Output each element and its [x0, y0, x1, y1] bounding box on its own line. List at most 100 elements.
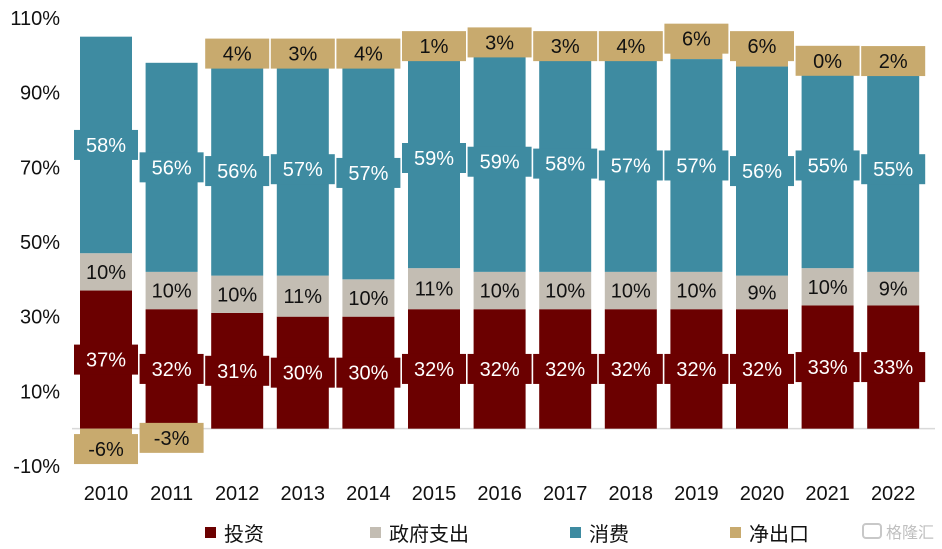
bar-segment-government	[80, 253, 132, 291]
data-label-box-consumption	[795, 150, 860, 181]
data-label-net-exports: 0%	[813, 51, 842, 73]
x-tick-label: 2013	[281, 483, 326, 505]
data-label-government: 10%	[808, 277, 848, 299]
bar-segment-government	[211, 275, 264, 313]
bar-segment-government	[145, 271, 198, 310]
data-label-net-exports: 3%	[485, 32, 514, 54]
data-label-government: 11%	[415, 279, 454, 301]
x-tick-label: 2014	[346, 483, 391, 505]
x-tick-label: 2022	[871, 483, 916, 505]
data-label-box-net-exports	[730, 31, 794, 62]
y-tick-label: 110%	[10, 8, 60, 30]
data-label-box-investment	[533, 353, 598, 384]
data-label-consumption: 55%	[873, 159, 913, 181]
data-label-consumption: 59%	[480, 152, 520, 174]
legend-label-government: 政府支出	[389, 524, 469, 546]
data-label-consumption: 59%	[414, 148, 454, 170]
data-label-box-net-exports	[861, 46, 926, 77]
x-tick-label: 2018	[609, 483, 654, 505]
bar-segment-government	[408, 268, 460, 310]
y-tick-label: 70%	[20, 157, 60, 179]
data-label-box-net-exports	[664, 23, 729, 54]
data-label-consumption: 56%	[217, 161, 257, 183]
data-label-box-net-exports	[402, 31, 466, 62]
data-label-investment: 32%	[152, 359, 192, 381]
data-label-net-exports: 6%	[748, 36, 777, 58]
bar-segment-government	[670, 271, 723, 310]
data-label-box-net-exports	[533, 31, 598, 62]
data-label-government: 10%	[545, 281, 585, 303]
data-label-investment: 32%	[480, 359, 520, 381]
data-label-box-consumption	[533, 148, 598, 179]
data-label-consumption: 58%	[545, 154, 585, 176]
watermark: 格隆汇	[861, 519, 934, 543]
data-label-investment: 30%	[283, 363, 323, 385]
data-label-box-investment	[139, 353, 204, 384]
data-label-box-investment	[336, 357, 401, 388]
data-label-net-exports: 6%	[682, 29, 711, 51]
bar-segment-government	[473, 271, 526, 310]
bar-segment-government	[342, 279, 395, 317]
data-label-government: 10%	[676, 281, 716, 303]
data-label-box-consumption	[270, 154, 335, 185]
data-label-government: 10%	[152, 281, 192, 303]
data-label-box-investment	[270, 357, 335, 388]
data-label-government: 10%	[217, 284, 257, 306]
data-label-box-net-exports	[270, 38, 335, 69]
data-label-box-consumption	[861, 154, 926, 185]
legend-item-consumption: 消费	[570, 518, 629, 547]
x-tick-label: 2019	[674, 483, 719, 505]
data-label-box-consumption	[730, 156, 794, 187]
data-label-box-consumption	[402, 143, 466, 173]
watermark-text: 格隆汇	[885, 525, 934, 542]
data-label-box-net-exports	[467, 27, 532, 58]
data-label-net-exports: 1%	[420, 36, 449, 58]
data-label-box-investment	[664, 353, 729, 384]
bar-segment-government	[604, 271, 657, 310]
legend-swatch-net-exports	[730, 527, 741, 538]
data-label-government: 11%	[284, 286, 323, 308]
data-label-box-investment	[402, 353, 466, 384]
data-label-box-investment	[795, 352, 860, 383]
bar-segment-government	[867, 271, 920, 306]
data-label-box-net-exports	[74, 434, 138, 465]
data-label-box-net-exports	[205, 38, 270, 69]
legend: 投资 政府支出 消费 净出口	[205, 518, 825, 547]
legend-label-consumption: 消费	[589, 524, 629, 546]
stacked-bar-chart: 110% 90% 70% 50% 30% 10% -10% 2010 2011 2012 2013 2…	[10, 8, 935, 505]
data-label-net-exports: 4%	[223, 44, 252, 66]
data-label-box-consumption	[205, 156, 270, 187]
data-label-investment: 32%	[742, 359, 782, 381]
legend-swatch-investment	[205, 527, 216, 538]
data-label-investment: 31%	[217, 361, 257, 383]
data-label-box-investment	[205, 355, 270, 386]
data-label-consumption: 55%	[808, 155, 848, 177]
data-label-box-consumption	[336, 157, 401, 188]
data-label-box-net-exports	[598, 31, 663, 62]
data-label-box-consumption	[74, 129, 138, 160]
x-tick-label: 2015	[412, 483, 457, 505]
data-label-box-investment	[74, 344, 138, 375]
data-label-box-consumption	[664, 150, 729, 181]
x-tick-label: 2021	[805, 483, 850, 505]
data-label-box-net-exports	[139, 422, 204, 453]
data-label-net-exports: 4%	[616, 36, 645, 58]
data-label-box-net-exports	[795, 45, 860, 76]
data-label-net-exports: 4%	[354, 44, 383, 66]
legend-swatch-consumption	[570, 527, 581, 538]
data-label-box-investment	[730, 353, 794, 384]
data-label-consumption: 56%	[742, 161, 782, 183]
data-label-government: 10%	[611, 281, 651, 303]
x-tick-label: 2011	[150, 483, 193, 505]
legend-label-investment: 投资	[224, 524, 264, 546]
data-label-investment: 32%	[611, 359, 651, 381]
legend-item-investment: 投资	[205, 518, 264, 547]
y-tick-label: -10%	[13, 456, 60, 478]
legend-label-net-exports: 净出口	[749, 524, 809, 546]
x-tick-label: 2010	[84, 483, 129, 505]
data-label-consumption: 57%	[611, 155, 651, 177]
data-label-government: 9%	[748, 282, 777, 304]
data-label-box-consumption	[139, 152, 204, 183]
data-label-investment: 33%	[808, 357, 848, 379]
data-label-net-exports: 3%	[288, 44, 317, 66]
